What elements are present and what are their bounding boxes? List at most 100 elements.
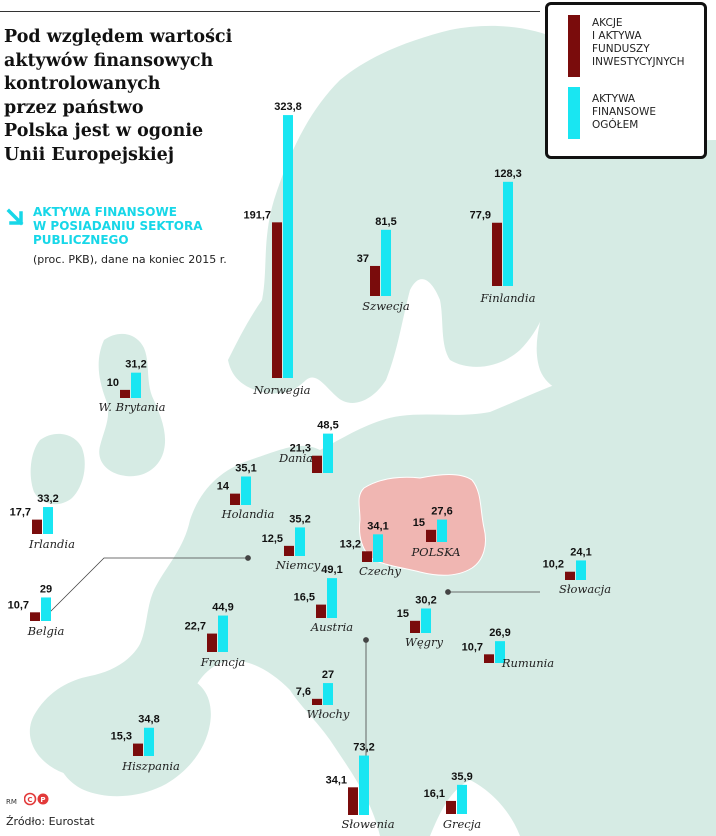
value-label-finlandia-shares: 77,9 [470, 210, 491, 222]
value-label-niemcy-total: 35,2 [289, 513, 310, 525]
bar-niemcy-total [295, 527, 305, 556]
value-label-wlochy-total: 27 [322, 669, 334, 681]
bar-wegry-shares [410, 620, 420, 633]
bar-hiszpania-shares [133, 743, 143, 756]
legend-label-total: Aktywa finansowe ogółem [592, 93, 656, 131]
country-label-finlandia: Finlandia [480, 291, 536, 305]
continental-europe-landmass [29, 356, 716, 836]
country-label-irlandia: Irlandia [28, 537, 75, 551]
value-label-szwecja-shares: 37 [357, 253, 369, 265]
country-label-slowacja: Słowacja [559, 582, 611, 596]
bar-slowacja-total [576, 560, 586, 580]
value-label-wlochy-shares: 7,6 [296, 686, 311, 698]
bar-czechy-total [373, 534, 383, 562]
bar-rumunia-shares [484, 654, 494, 663]
bar-finlandia-total [503, 181, 513, 286]
value-label-dania-shares: 21,3 [290, 443, 311, 455]
value-label-wegry-total: 30,2 [415, 594, 436, 606]
value-label-slowacja-shares: 10,2 [543, 559, 564, 571]
value-label-grecja-shares: 16,1 [424, 788, 445, 800]
bar-slowenia-total [359, 755, 369, 815]
bar-norwegia-shares [272, 222, 282, 378]
country-label-slowenia: Słowenia [341, 817, 394, 831]
value-label-rumunia-shares: 10,7 [462, 641, 483, 653]
value-label-polska-shares: 15 [413, 517, 425, 529]
value-label-dania-total: 48,5 [317, 420, 338, 432]
value-label-slowenia-shares: 34,1 [326, 774, 347, 786]
bar-szwecja-shares [370, 265, 380, 296]
page-title: Pod względem wartości aktywów finansowyc… [4, 27, 233, 165]
legend-swatch-total [568, 87, 580, 139]
value-label-rumunia-total: 26,9 [489, 627, 510, 639]
uk-landmass [98, 333, 166, 477]
bar-czechy-shares [362, 551, 372, 562]
leader-dot-slowenia [363, 637, 369, 643]
bar-slowenia-shares [348, 787, 358, 815]
value-label-polska-total: 27,6 [431, 506, 452, 518]
value-label-wegry-shares: 15 [397, 608, 409, 620]
value-label-francja-total: 44,9 [212, 602, 233, 614]
leader-line-belgia [47, 557, 248, 615]
bar-belgia-shares [30, 612, 40, 621]
map-land [29, 25, 716, 836]
value-label-holandia-shares: 14 [217, 481, 230, 493]
poland-highlight [358, 474, 486, 576]
leader-dot-slowacja [445, 589, 451, 595]
value-label-norwegia-shares: 191,7 [243, 209, 271, 221]
country-label-rumunia: Rumunia [501, 656, 554, 670]
value-label-belgia-total: 29 [40, 583, 52, 595]
bar-szwecja-total [381, 229, 391, 296]
country-label-dania: Dania [278, 451, 313, 465]
value-label-norwegia-total: 323,8 [274, 101, 302, 113]
bar-slowacja-shares [565, 571, 575, 580]
country-label-szwecja: Szwecja [362, 299, 410, 313]
value-label-hiszpania-shares: 15,3 [111, 731, 132, 743]
author-credit: RM [6, 798, 17, 806]
value-label-grecja-total: 35,9 [451, 771, 472, 783]
svg-text:C: C [27, 796, 32, 804]
ireland-landmass [30, 433, 85, 505]
bar-dania-total [323, 433, 333, 473]
value-label-slowenia-total: 73,2 [353, 742, 374, 754]
bar-irlandia-total [43, 507, 53, 534]
bar-irlandia-shares [32, 519, 42, 534]
bar-w-brytania-shares [120, 389, 130, 398]
bar-hiszpania-total [144, 727, 154, 756]
eastern-europe-landmass [536, 140, 716, 397]
bar-niemcy-shares [284, 545, 294, 556]
country-label-norwegia: Norwegia [252, 383, 310, 397]
country-label-austria: Austria [310, 620, 353, 634]
value-label-hiszpania-total: 34,8 [138, 714, 159, 726]
value-label-slowacja-total: 24,1 [570, 546, 591, 558]
country-label-wegry: Węgry [405, 635, 443, 649]
value-label-belgia-shares: 10,7 [8, 599, 29, 611]
leader-dot-belgia [245, 555, 251, 561]
leader-lines [47, 555, 540, 760]
bar-wegry-total [421, 608, 431, 633]
copyright-p-logo-icon: C P [24, 792, 49, 806]
country-label-grecja: Grecja [443, 817, 481, 831]
country-label-niemcy: Niemcy [275, 558, 321, 572]
bar-francja-total [218, 615, 228, 652]
country-label-hiszpania: Hiszpania [121, 759, 180, 773]
bar-finlandia-shares [492, 222, 502, 286]
bar-w-brytania-total [131, 372, 141, 398]
legend-label-shares: Akcje i aktywa funduszy inwestycyjnych [592, 17, 685, 68]
units-note: (proc. PKB), dane na koniec 2015 r. [33, 253, 227, 266]
bar-francja-shares [207, 633, 217, 652]
iberia-landmass [55, 674, 211, 797]
value-label-holandia-total: 35,1 [235, 462, 256, 474]
bar-grecja-total [457, 784, 467, 814]
bar-dania-shares [312, 455, 322, 473]
down-right-arrow-icon [6, 208, 24, 226]
bar-wlochy-total [323, 683, 333, 705]
bar-holandia-total [241, 476, 251, 505]
value-label-irlandia-shares: 17,7 [10, 507, 31, 519]
value-label-w-brytania-total: 31,2 [125, 359, 146, 371]
value-label-austria-total: 49,1 [321, 564, 342, 576]
bar-holandia-shares [230, 493, 240, 505]
bar-belgia-total [41, 597, 51, 621]
bar-wlochy-shares [312, 698, 322, 705]
